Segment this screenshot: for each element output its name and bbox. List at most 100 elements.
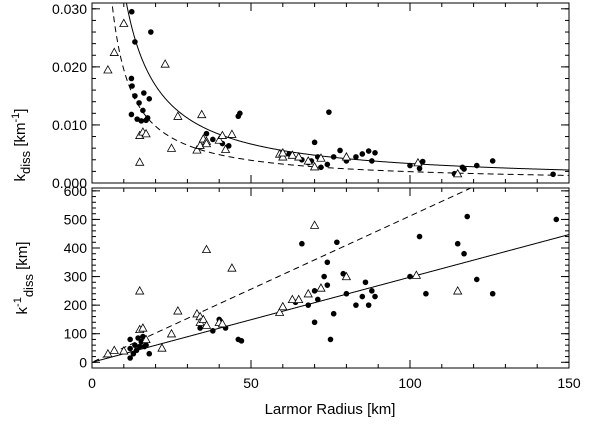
data-point-circle: [359, 293, 366, 300]
x-axis-label: Larmor Radius [km]: [265, 401, 396, 418]
data-point-triangle: [166, 328, 177, 338]
data-point-circle: [337, 147, 343, 154]
data-point-triangle: [309, 161, 320, 171]
data-point-triangle: [453, 168, 463, 178]
data-point-triangle: [214, 135, 224, 144]
y-tick-label: 0.030: [52, 1, 87, 17]
data-point-triangle: [278, 301, 288, 311]
data-point-triangle: [135, 286, 145, 295]
data-point-circle: [128, 111, 135, 118]
data-point-circle: [553, 216, 560, 223]
data-point-circle: [135, 335, 141, 341]
data-point-triangle: [166, 143, 177, 152]
y-axis-label: kdiss [km-1]: [10, 109, 33, 182]
data-point-circle: [210, 328, 216, 334]
data-point-triangle: [294, 294, 304, 304]
data-point-circle: [365, 148, 372, 154]
data-point-circle: [237, 110, 243, 117]
data-point-circle: [203, 130, 210, 137]
data-point-circle: [324, 282, 331, 288]
data-point-triangle: [309, 220, 320, 229]
data-point-circle: [132, 342, 138, 348]
data-point-circle: [143, 342, 149, 348]
data-point-triangle: [119, 346, 129, 355]
data-point-circle: [128, 75, 135, 82]
plot-frame: [91, 187, 570, 369]
data-point-triangle: [103, 64, 113, 74]
data-point-triangle: [109, 47, 119, 56]
data-point-circle: [423, 290, 429, 297]
data-point-triangle: [198, 314, 208, 324]
data-point-circle: [353, 302, 359, 308]
y-tick-label: 0.000: [52, 175, 87, 191]
y-tick-label: 200: [64, 297, 88, 313]
y-tick-label: 600: [64, 183, 88, 199]
y-tick-label: 500: [64, 211, 88, 227]
data-point-circle: [238, 338, 245, 344]
data-point-circle: [210, 136, 216, 143]
curves: [111, 3, 569, 176]
data-point-circle: [330, 310, 337, 317]
data-point-circle: [132, 93, 138, 99]
data-point-triangle: [287, 294, 298, 304]
data-point-circle: [362, 279, 369, 286]
data-point-circle: [343, 290, 350, 297]
data-point-circle: [369, 158, 375, 164]
top-panel-kdiss: 0.000 0.010 0.020 0.030 kdiss [km-1]: [10, 1, 570, 191]
data-point-triangle: [173, 306, 183, 315]
y-tick-label: 0.020: [52, 59, 87, 75]
plot-frame: [91, 2, 570, 184]
data-point-circle: [416, 233, 423, 240]
data-point-triangle: [138, 323, 148, 332]
data-point-circle: [550, 171, 556, 178]
data-point-triangle: [303, 288, 313, 298]
data-point-circle: [141, 90, 147, 96]
data-point-circle: [127, 345, 133, 352]
y-tick-label: 300: [64, 269, 88, 285]
data-point-circle: [225, 143, 232, 149]
data-point-triangle: [341, 152, 352, 161]
data-point-triangle: [201, 244, 212, 254]
data-point-triangle: [453, 286, 463, 295]
data-point-circle: [197, 325, 203, 331]
data-point-triangle: [316, 283, 326, 292]
data-point-triangle: [217, 130, 228, 139]
data-point-triangle: [227, 263, 237, 272]
data-point-circle: [419, 158, 426, 165]
y-tick-label: 100: [64, 326, 88, 342]
data-point-circle: [305, 302, 312, 308]
data-point-circle: [311, 288, 318, 294]
data-point-circle: [311, 139, 318, 146]
data-point-triangle: [160, 59, 170, 68]
data-point-triangle: [274, 307, 285, 316]
data-point-triangle: [411, 270, 422, 279]
x-tick-label: 0: [88, 375, 96, 391]
y-tick-label: 0.010: [52, 117, 87, 133]
data-point-circle: [407, 162, 413, 169]
data-point-triangle: [294, 152, 304, 161]
data-point-circle: [129, 83, 135, 89]
data-point-circle: [461, 166, 467, 172]
data-point-circle: [321, 273, 327, 280]
data-point-triangle: [278, 147, 288, 157]
x-tick-label: 150: [557, 375, 581, 391]
data-point-triangle: [197, 109, 207, 119]
data-point-circle: [136, 343, 143, 350]
data-point-triangle: [278, 152, 288, 161]
data-point-triangle: [220, 144, 231, 153]
data-point-circle: [489, 158, 496, 164]
data-point-circle: [318, 164, 324, 171]
data-point-triangle: [135, 157, 145, 166]
curves: [93, 188, 569, 363]
data-point-circle: [407, 273, 413, 280]
data-point-circle: [324, 259, 331, 266]
data-point-circle: [140, 107, 146, 114]
x-tick-label: 50: [243, 375, 259, 391]
solid-fit-line: [125, 3, 569, 171]
data-point-circle: [326, 109, 332, 115]
data-point-circle: [128, 8, 135, 15]
data-point-circle: [489, 290, 496, 297]
data-point-circle: [314, 296, 321, 303]
